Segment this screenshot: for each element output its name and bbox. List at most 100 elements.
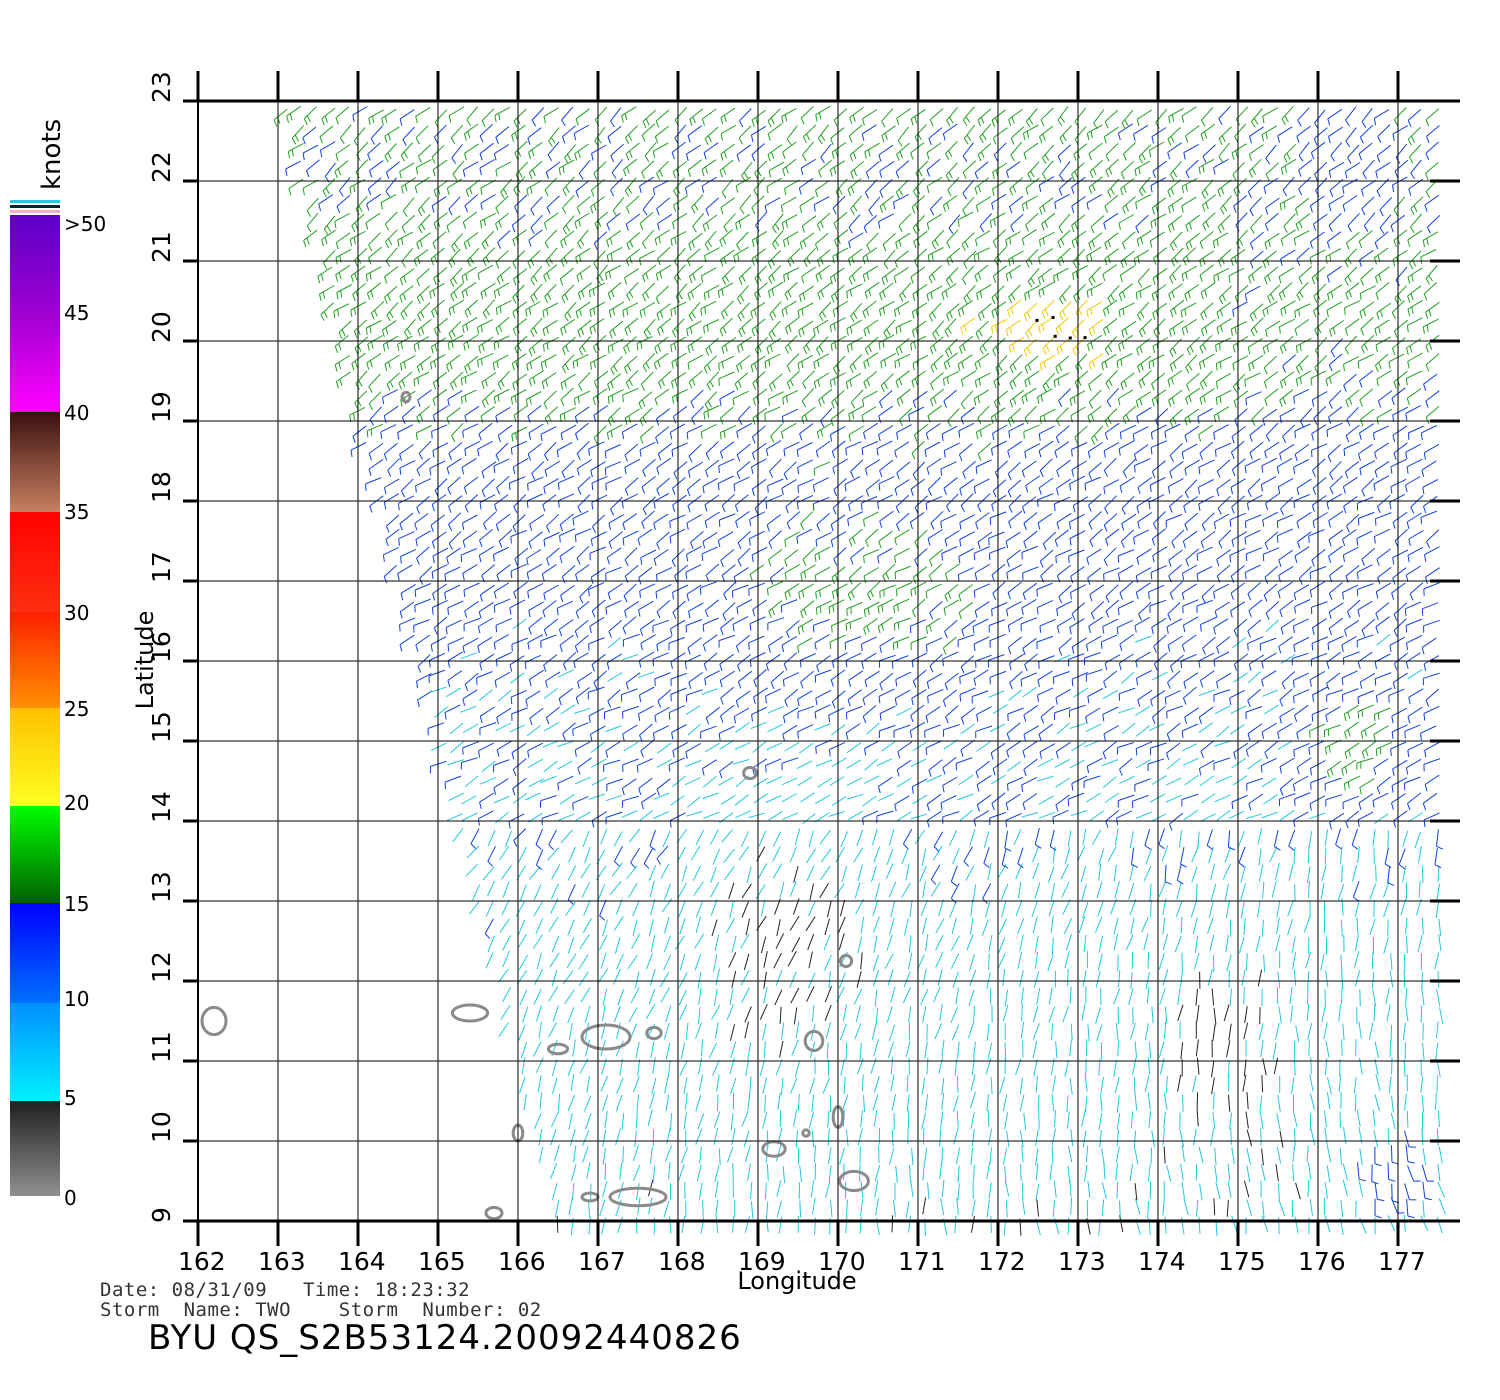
wind-barb: [896, 582, 913, 590]
wind-barb: [1056, 407, 1069, 421]
wind-barb-feather: [577, 487, 582, 495]
wind-barb: [637, 1059, 641, 1077]
wind-barb-feather: [1279, 400, 1283, 407]
wind-barb: [941, 546, 958, 554]
wind-barb-feather: [878, 541, 882, 549]
wind-barb: [1356, 530, 1373, 539]
wind-barb: [914, 548, 928, 561]
wind-barb: [617, 1216, 624, 1234]
wind-barb: [846, 742, 862, 754]
wind-barb-feather: [721, 505, 726, 513]
wind-barb: [1308, 830, 1313, 848]
wind-barb: [495, 722, 512, 732]
wind-barb-feather: [624, 610, 627, 618]
wind-barb: [1329, 460, 1342, 474]
wind-barb-feather: [976, 714, 979, 722]
wind-barb: [913, 390, 928, 402]
wind-barb: [977, 794, 992, 806]
wind-barb-feather: [1021, 470, 1025, 478]
wind-barb: [832, 458, 848, 468]
wind-barb: [656, 531, 670, 544]
wind-barb-feather: [1037, 679, 1040, 688]
wind-barb-feather: [1405, 625, 1408, 633]
wind-barb-feather: [1424, 784, 1428, 792]
wind-barb-feather: [704, 610, 709, 618]
wind-barb-feather: [720, 715, 724, 723]
wind-barb-feather: [1055, 751, 1059, 759]
wind-barb: [942, 811, 960, 818]
wind-barb: [847, 689, 863, 701]
wind-barb-feather: [1006, 750, 1010, 758]
wind-barb: [1134, 458, 1151, 467]
wind-barb: [1247, 478, 1261, 491]
wind-barb: [528, 423, 544, 434]
wind-barb: [466, 845, 480, 859]
wind-barb-feather: [528, 610, 531, 618]
wind-barb: [668, 1162, 671, 1180]
wind-barb: [1311, 707, 1328, 716]
wind-barb-feather: [718, 465, 720, 473]
wind-barb-feather: [1282, 397, 1286, 405]
wind-barb-feather: [369, 360, 373, 368]
wind-barb: [702, 776, 717, 788]
wind-barb: [1049, 1163, 1053, 1181]
wind-barb: [447, 334, 464, 344]
wind-barb-feather: [845, 660, 848, 668]
wind-barb: [976, 706, 992, 716]
wind-barb: [929, 653, 943, 667]
wind-barb-feather: [733, 484, 736, 492]
wind-barb-feather: [557, 482, 560, 490]
wind-barb: [959, 670, 976, 678]
wind-barb-feather: [671, 381, 674, 389]
wind-barb: [1047, 866, 1055, 883]
wind-barb: [1068, 792, 1085, 800]
wind-barb: [878, 776, 893, 787]
wind-barb-feather: [477, 645, 480, 654]
wind-barb: [808, 830, 814, 848]
wind-barb: [481, 461, 497, 473]
wind-barb: [1264, 441, 1280, 452]
wind-barb: [696, 1164, 702, 1182]
wind-barb-feather: [751, 489, 755, 497]
wind-barb: [736, 422, 753, 432]
wind-barb: [729, 1024, 736, 1041]
wind-barb: [894, 795, 910, 805]
wind-barb: [983, 847, 990, 864]
wind-barb: [732, 1163, 734, 1181]
wind-barb: [1129, 898, 1137, 916]
wind-barb: [671, 724, 687, 733]
wind-barb: [1293, 742, 1310, 751]
wind-barb: [1294, 546, 1310, 557]
wind-barb: [447, 600, 464, 609]
wind-barb-feather: [624, 559, 629, 567]
wind-barb: [1213, 424, 1229, 434]
wind-barb: [613, 916, 624, 931]
wind-barb-feather: [432, 556, 435, 564]
wind-barb-feather: [1088, 626, 1091, 634]
wind-barb: [820, 407, 833, 422]
wind-barb: [794, 1060, 801, 1078]
wind-barb-feather: [1311, 559, 1315, 567]
wind-barb: [799, 1165, 802, 1183]
wind-barb-feather: [1183, 505, 1187, 513]
wind-barb: [782, 1165, 786, 1183]
wind-barb: [551, 970, 558, 987]
wind-barb: [740, 831, 749, 848]
wind-barb-feather: [1007, 490, 1012, 498]
wind-barb: [1294, 443, 1310, 455]
wind-barb: [1326, 1145, 1332, 1163]
wind-barb-feather: [479, 801, 482, 810]
wind-barb-feather: [992, 593, 997, 601]
wind-barb-feather: [1069, 627, 1072, 635]
wind-barb: [969, 1091, 976, 1109]
wind-barb-feather: [1136, 506, 1140, 514]
wind-barb: [912, 461, 926, 475]
wind-barb-feather: [1359, 380, 1363, 388]
wind-barb-feather: [879, 683, 883, 691]
wind-barb-feather: [974, 380, 978, 388]
wind-barb-feather: [861, 448, 864, 456]
wind-barb-feather: [430, 644, 433, 652]
wind-barb-feather: [914, 541, 919, 549]
wind-barb: [1262, 511, 1279, 521]
wind-barb: [485, 952, 494, 969]
